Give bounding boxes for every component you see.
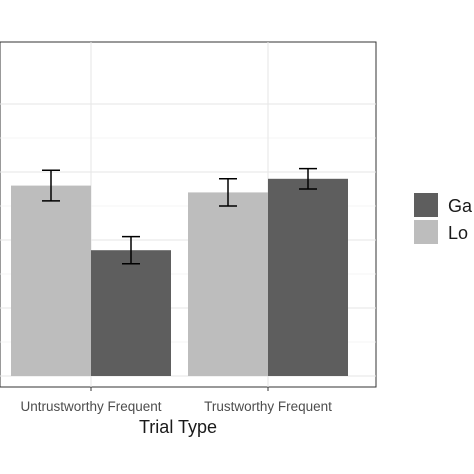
- legend-label-lo: Lo: [448, 223, 468, 243]
- bar-lo-0: [11, 185, 91, 376]
- bars-group: [11, 178, 348, 376]
- legend-key-lo: [414, 220, 438, 244]
- x-tick-label: Untrustworthy Frequent: [20, 399, 161, 414]
- legend-key-ga: [414, 193, 438, 217]
- error-bars-group: [42, 167, 317, 265]
- bar-lo-1: [188, 192, 268, 376]
- x-tick-label: Trustworthy Frequent: [204, 399, 332, 414]
- x-axis-title: Trial Type: [139, 417, 217, 437]
- legend: Ga Lo: [414, 193, 473, 244]
- x-tick-labels: Untrustworthy Frequent Trustworthy Freque…: [20, 387, 332, 414]
- legend-label-ga: Ga: [448, 196, 473, 216]
- bar-ga-1: [268, 178, 348, 376]
- bar-ga-0: [91, 250, 171, 376]
